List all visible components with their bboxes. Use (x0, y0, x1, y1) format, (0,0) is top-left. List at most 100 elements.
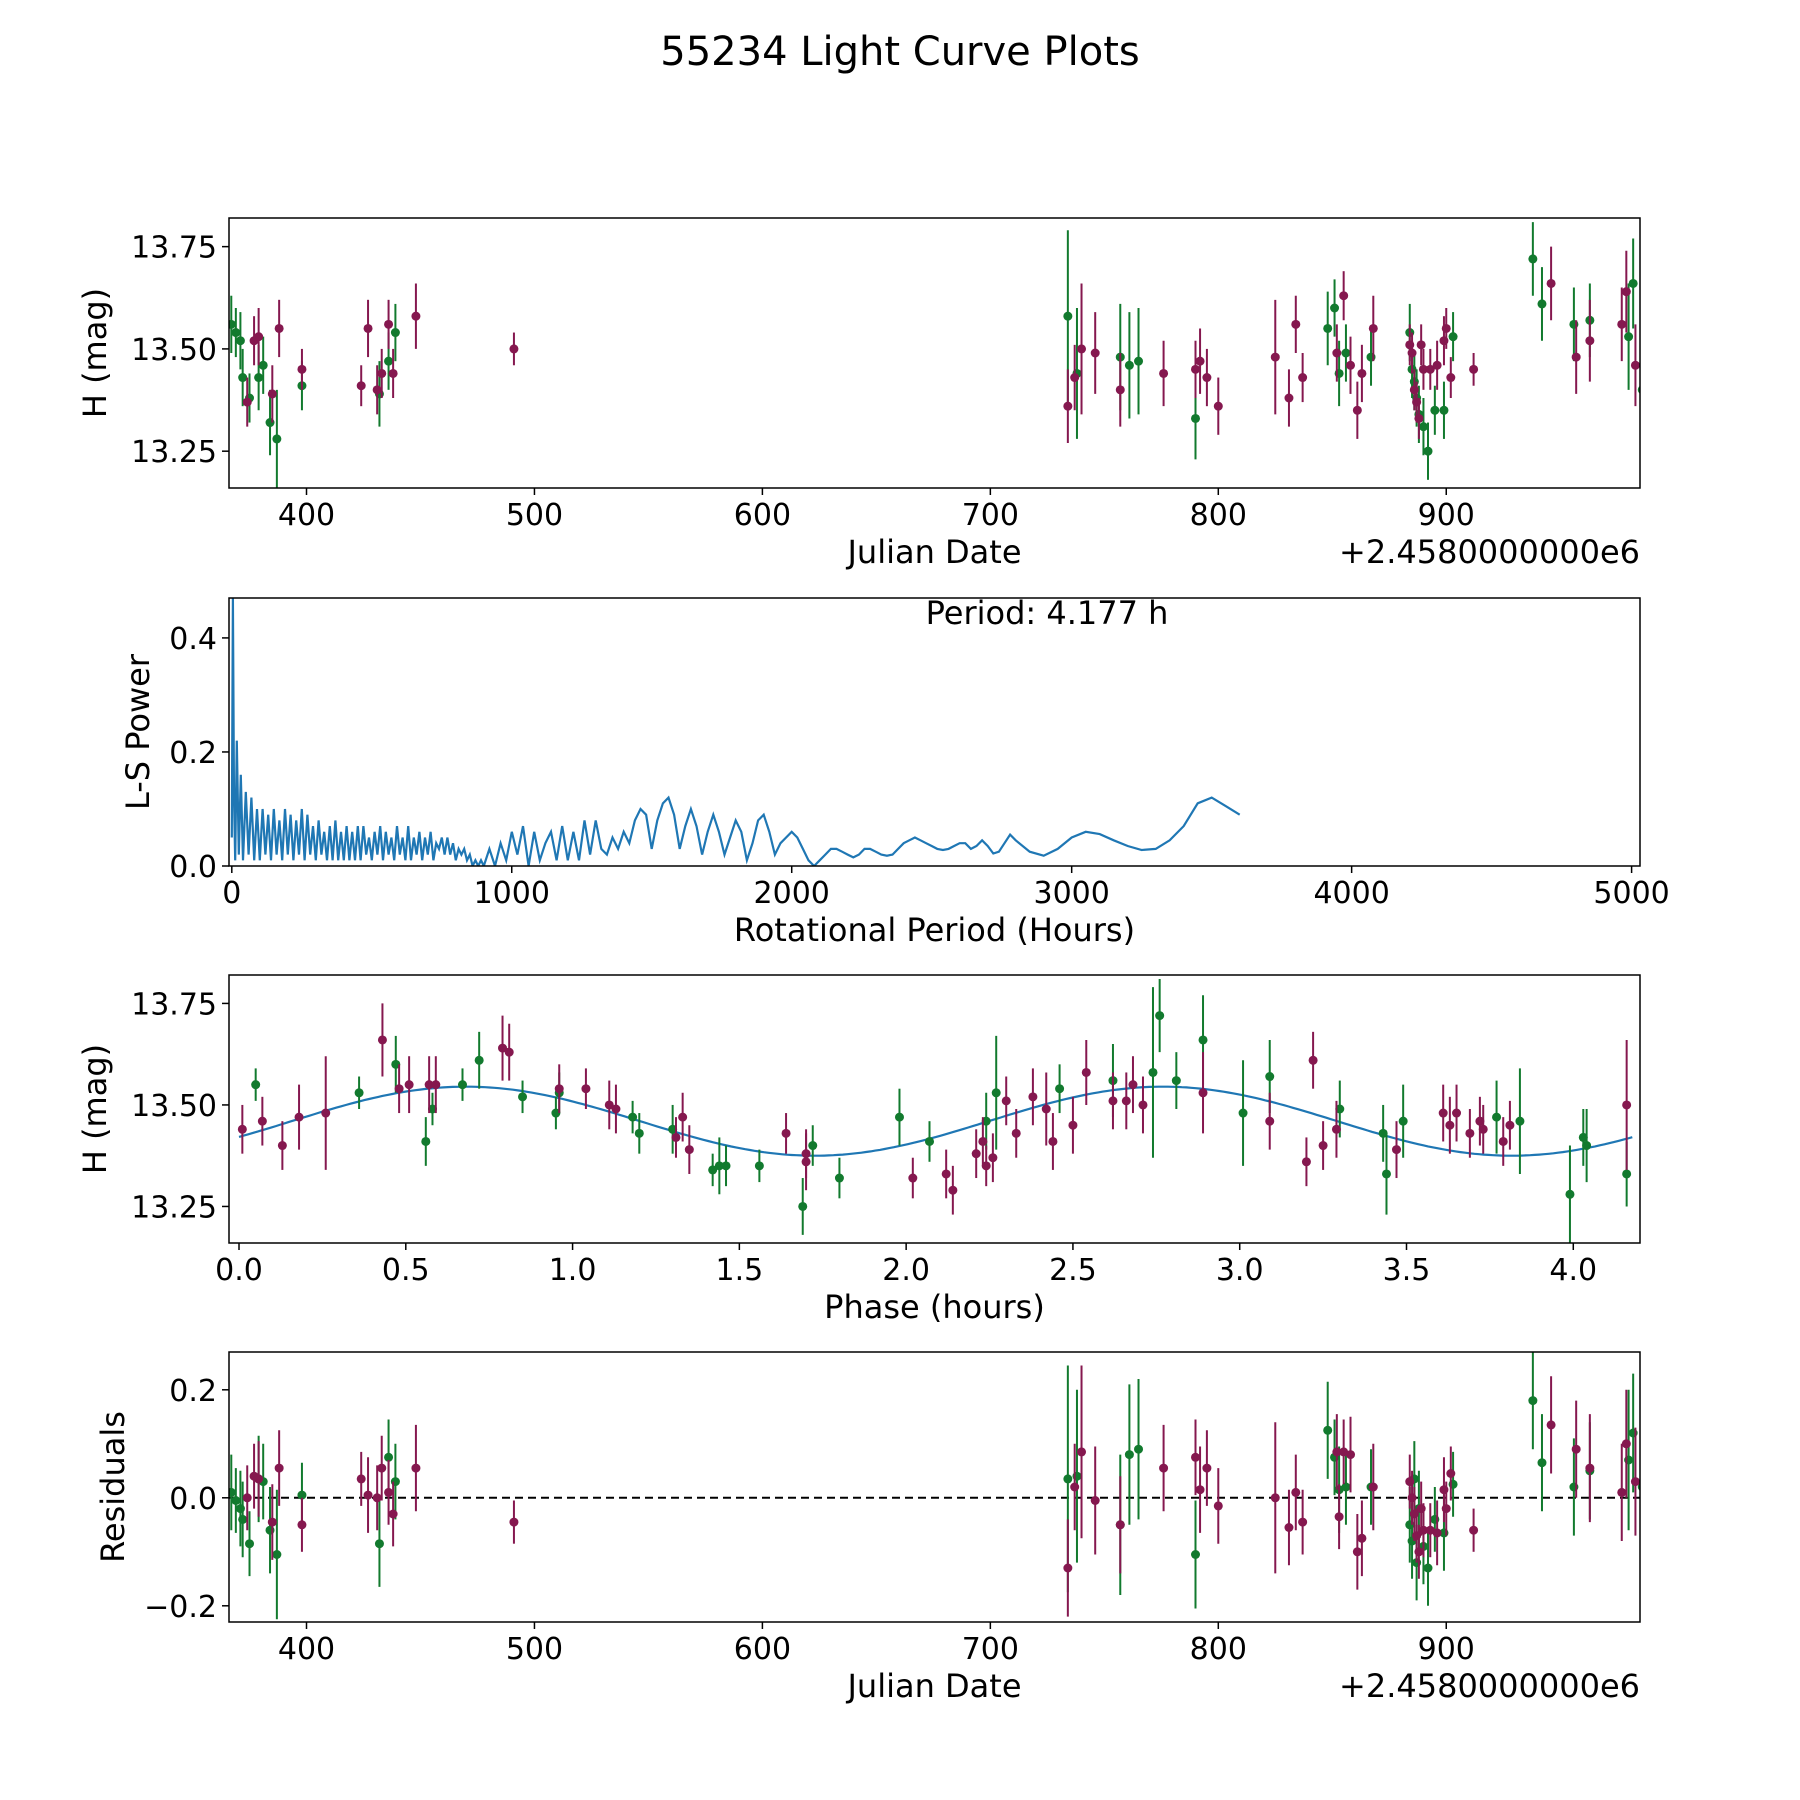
data-point (229, 1487, 236, 1497)
data-point (1291, 319, 1301, 329)
data-point (1622, 1169, 1632, 1179)
data-point (1622, 1100, 1632, 1110)
data-point (1090, 348, 1100, 358)
data-point (1475, 1116, 1485, 1126)
data-point (1063, 1474, 1073, 1484)
data-point (1418, 422, 1428, 432)
plot-area (230, 598, 1241, 866)
x-axis-label: Phase (hours) (824, 1288, 1045, 1326)
axes-frame (228, 597, 1641, 867)
data-point (981, 1116, 991, 1126)
data-point (1291, 1487, 1301, 1497)
data-point (251, 1080, 261, 1090)
y-tick-label: 0.2 (169, 736, 217, 771)
data-point (1308, 1055, 1318, 1065)
data-point (798, 1201, 808, 1211)
data-point (1318, 1141, 1328, 1151)
x-offset-label: +2.4580000000e6 (1339, 1667, 1640, 1705)
data-point (714, 1161, 724, 1171)
data-point (1330, 303, 1340, 313)
data-point (1265, 1072, 1275, 1082)
data-point (1414, 413, 1424, 423)
data-point (981, 1161, 991, 1171)
data-point (1585, 336, 1595, 346)
x-tick-label: 3000 (1034, 876, 1110, 911)
data-point (267, 389, 277, 399)
x-tick-label: 800 (1190, 498, 1247, 533)
x-tick-label: 3.0 (1216, 1253, 1264, 1288)
data-point (1407, 348, 1417, 358)
data-point (1352, 1547, 1362, 1557)
data-point (628, 1112, 638, 1122)
data-point (1630, 360, 1640, 370)
data-point (1416, 340, 1426, 350)
data-point (297, 1490, 307, 1500)
x-tick-label: 500 (506, 498, 563, 533)
data-point (1582, 1141, 1592, 1151)
data-point (1155, 1011, 1165, 1021)
data-point (988, 1153, 998, 1163)
phased-curve-panel: 0.0 0.5 1.0 1.5 2.0 2.5 3.0 3.5 4.0 13.25 13.50 13.… (76, 974, 1641, 1326)
data-point (1585, 1463, 1595, 1473)
data-point (1068, 1120, 1078, 1130)
plot-area (229, 1352, 1640, 1620)
data-point (1537, 1458, 1547, 1468)
data-point (1624, 332, 1634, 342)
data-point (388, 368, 398, 378)
residuals-panel: 400 500 600 700 800 900 −0.2 0.0 0.2 Julian Date R… (94, 1351, 1641, 1705)
data-point (1108, 1096, 1118, 1106)
data-point (1505, 1120, 1515, 1130)
x-tick-label: 0.0 (215, 1253, 263, 1288)
data-point (1134, 356, 1144, 366)
data-point (1128, 1080, 1138, 1090)
periodogram-panel: 0 1000 2000 3000 4000 5000 0.0 0.2 0.4 Rotational… (119, 594, 1670, 949)
data-point (404, 1080, 414, 1090)
data-point (1617, 319, 1627, 329)
data-point (1332, 348, 1342, 358)
data-point (1121, 1096, 1131, 1106)
data-point (1171, 1076, 1181, 1086)
data-point (1448, 332, 1458, 342)
data-point (1571, 352, 1581, 362)
x-tick-label: 600 (734, 1632, 791, 1667)
y-axis-label: H (mag) (76, 288, 114, 418)
data-point (1423, 1563, 1433, 1573)
x-tick-label: 2.0 (882, 1253, 930, 1288)
data-point (1621, 1439, 1631, 1449)
x-tick-label: 1.5 (716, 1253, 764, 1288)
data-point (363, 323, 373, 333)
data-point (231, 328, 241, 338)
x-axis-label: Julian Date (845, 1667, 1021, 1705)
data-point (1628, 278, 1638, 288)
x-offset-label: +2.4580000000e6 (1339, 533, 1640, 571)
periodogram-line (230, 598, 1241, 866)
axes-frame (228, 1351, 1641, 1623)
data-point (384, 1452, 394, 1462)
data-point (509, 1517, 519, 1527)
data-point (1391, 1145, 1401, 1155)
data-point (1441, 1504, 1451, 1514)
data-point (1537, 299, 1547, 309)
data-point (363, 1490, 373, 1500)
data-point (1352, 405, 1362, 415)
data-point (388, 1509, 398, 1519)
data-point (1381, 1169, 1391, 1179)
data-point (1452, 1108, 1462, 1118)
data-point (754, 1161, 764, 1171)
data-point (272, 1550, 282, 1559)
data-point (237, 1124, 247, 1134)
data-point (498, 1043, 508, 1053)
axes-frame (228, 217, 1641, 489)
data-point (372, 385, 382, 395)
period-annotation: Period: 4.177 h (926, 594, 1169, 632)
data-point (1418, 364, 1428, 374)
data-point (1432, 1528, 1442, 1538)
data-point (474, 1055, 484, 1065)
data-point (708, 1165, 718, 1175)
data-point (372, 1493, 382, 1503)
x-tick-label: 500 (506, 1632, 563, 1667)
data-point (808, 1141, 818, 1151)
data-point (1198, 1088, 1208, 1098)
data-point (1346, 1450, 1356, 1460)
